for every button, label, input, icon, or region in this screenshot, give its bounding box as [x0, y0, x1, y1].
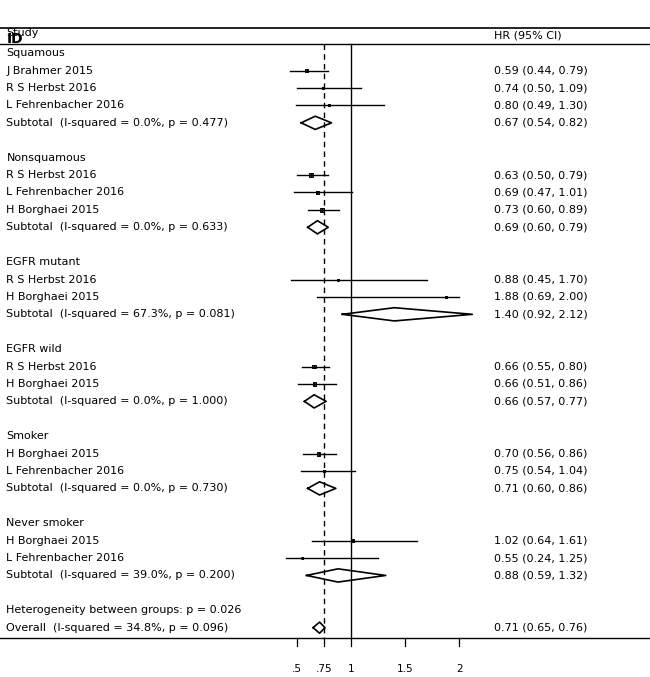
Text: 0.69 (0.47, 1.01): 0.69 (0.47, 1.01) [494, 188, 588, 198]
Text: 1: 1 [348, 664, 354, 674]
Text: R S Herbst 2016: R S Herbst 2016 [6, 83, 97, 93]
Text: 0.63 (0.50, 0.79): 0.63 (0.50, 0.79) [494, 170, 588, 180]
Text: H Borghaei 2015: H Borghaei 2015 [6, 205, 100, 215]
Text: 0.69 (0.60, 0.79): 0.69 (0.60, 0.79) [494, 222, 588, 232]
Text: 0.71 (0.65, 0.76): 0.71 (0.65, 0.76) [494, 623, 588, 633]
Text: .75: .75 [316, 664, 332, 674]
Text: Study: Study [6, 28, 39, 38]
Text: Subtotal  (I-squared = 0.0%, p = 1.000): Subtotal (I-squared = 0.0%, p = 1.000) [6, 396, 228, 406]
Text: Subtotal  (I-squared = 0.0%, p = 0.633): Subtotal (I-squared = 0.0%, p = 0.633) [6, 222, 228, 232]
Text: 0.73 (0.60, 0.89): 0.73 (0.60, 0.89) [494, 205, 588, 215]
Text: H Borghaei 2015: H Borghaei 2015 [6, 449, 100, 458]
Bar [323, 470, 325, 472]
Text: 1.88 (0.69, 2.00): 1.88 (0.69, 2.00) [494, 292, 588, 302]
Text: 0.67 (0.54, 0.82): 0.67 (0.54, 0.82) [494, 118, 588, 128]
Text: Subtotal  (I-squared = 39.0%, p = 0.200): Subtotal (I-squared = 39.0%, p = 0.200) [6, 571, 235, 580]
Bar [320, 208, 324, 212]
Text: Overall  (I-squared = 34.8%, p = 0.096): Overall (I-squared = 34.8%, p = 0.096) [6, 623, 229, 633]
Bar [309, 173, 313, 177]
Text: 0.75 (0.54, 1.04): 0.75 (0.54, 1.04) [494, 466, 588, 476]
Bar [317, 452, 320, 456]
Text: 0.74 (0.50, 1.09): 0.74 (0.50, 1.09) [494, 83, 588, 93]
Text: 1.5: 1.5 [397, 664, 413, 674]
Text: 0.70 (0.56, 0.86): 0.70 (0.56, 0.86) [494, 449, 588, 458]
Text: 1.02 (0.64, 1.61): 1.02 (0.64, 1.61) [494, 536, 588, 546]
Text: L Fehrenbacher 2016: L Fehrenbacher 2016 [6, 100, 125, 110]
Text: Squamous: Squamous [6, 48, 65, 58]
Bar [312, 365, 316, 368]
Text: Subtotal  (I-squared = 0.0%, p = 0.477): Subtotal (I-squared = 0.0%, p = 0.477) [6, 118, 229, 128]
Text: 0.88 (0.45, 1.70): 0.88 (0.45, 1.70) [494, 274, 588, 284]
Text: 0.66 (0.55, 0.80): 0.66 (0.55, 0.80) [494, 362, 587, 372]
Text: EGFR wild: EGFR wild [6, 344, 62, 354]
Text: R S Herbst 2016: R S Herbst 2016 [6, 274, 97, 284]
Text: Heterogeneity between groups: p = 0.026: Heterogeneity between groups: p = 0.026 [6, 605, 242, 615]
Text: Subtotal  (I-squared = 67.3%, p = 0.081): Subtotal (I-squared = 67.3%, p = 0.081) [6, 309, 235, 320]
Text: R S Herbst 2016: R S Herbst 2016 [6, 170, 97, 180]
Text: H Borghaei 2015: H Borghaei 2015 [6, 292, 100, 302]
Text: 0.88 (0.59, 1.32): 0.88 (0.59, 1.32) [494, 571, 588, 580]
Text: 0.59 (0.44, 0.79): 0.59 (0.44, 0.79) [494, 66, 588, 76]
Text: Never smoker: Never smoker [6, 518, 84, 528]
Bar [328, 104, 330, 106]
Text: EGFR mutant: EGFR mutant [6, 257, 81, 267]
Text: L Fehrenbacher 2016: L Fehrenbacher 2016 [6, 553, 125, 563]
Text: ID: ID [6, 32, 23, 46]
Bar [352, 540, 354, 542]
Text: 0.71 (0.60, 0.86): 0.71 (0.60, 0.86) [494, 483, 588, 494]
Text: 0.66 (0.51, 0.86): 0.66 (0.51, 0.86) [494, 379, 587, 389]
Text: 2: 2 [456, 664, 463, 674]
Text: H Borghaei 2015: H Borghaei 2015 [6, 536, 100, 546]
Text: HR (95% CI): HR (95% CI) [494, 30, 562, 41]
Text: Nonsquamous: Nonsquamous [6, 152, 86, 162]
Text: 1.40 (0.92, 2.12): 1.40 (0.92, 2.12) [494, 309, 588, 320]
Bar [313, 383, 316, 385]
Bar [445, 296, 447, 298]
Text: .5: .5 [292, 664, 302, 674]
Text: H Borghaei 2015: H Borghaei 2015 [6, 379, 100, 389]
Bar [337, 279, 339, 280]
Text: R S Herbst 2016: R S Herbst 2016 [6, 362, 97, 372]
Text: Subtotal  (I-squared = 0.0%, p = 0.730): Subtotal (I-squared = 0.0%, p = 0.730) [6, 483, 228, 494]
Text: 0.55 (0.24, 1.25): 0.55 (0.24, 1.25) [494, 553, 588, 563]
Bar [302, 557, 303, 559]
Text: Smoker: Smoker [6, 431, 49, 441]
Text: J Brahmer 2015: J Brahmer 2015 [6, 66, 94, 76]
Text: L Fehrenbacher 2016: L Fehrenbacher 2016 [6, 466, 125, 476]
Text: L Fehrenbacher 2016: L Fehrenbacher 2016 [6, 188, 125, 198]
Text: 0.66 (0.57, 0.77): 0.66 (0.57, 0.77) [494, 396, 588, 406]
Bar [322, 87, 324, 89]
Text: 0.80 (0.49, 1.30): 0.80 (0.49, 1.30) [494, 100, 588, 110]
Bar [305, 69, 308, 72]
Bar [317, 192, 318, 194]
